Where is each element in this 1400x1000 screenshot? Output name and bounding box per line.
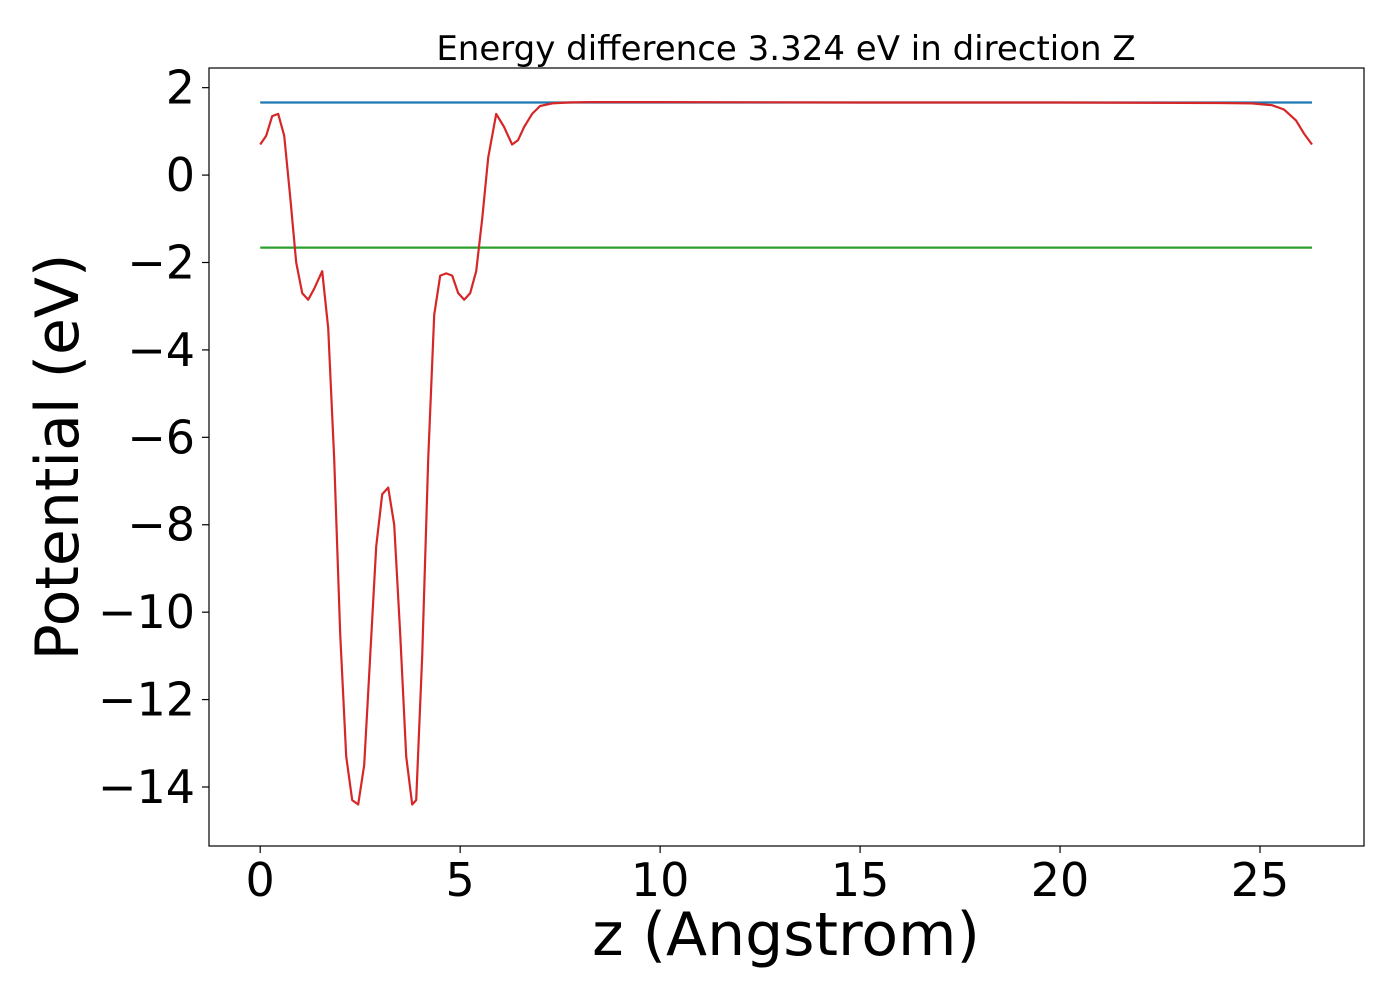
y-tick-label: 0 — [166, 148, 195, 202]
x-tick-label: 25 — [1231, 853, 1290, 907]
x-axis: 0 5 10 15 20 25 — [246, 846, 1290, 907]
series-line-potential — [259, 100, 1313, 806]
y-tick-label: −6 — [127, 410, 195, 464]
y-tick-label: −12 — [98, 673, 195, 727]
chart-title: Energy difference 3.324 eV in direction … — [436, 29, 1135, 69]
y-tick-label: −10 — [98, 585, 195, 639]
x-tick-label: 20 — [1031, 853, 1090, 907]
x-axis-label: z (Angstrom) — [592, 900, 980, 970]
y-tick-label: −8 — [127, 498, 195, 552]
x-tick-label: 5 — [446, 853, 475, 907]
y-axis-label: Potential (eV) — [23, 254, 93, 661]
y-axis: 2 0 −2 −4 −6 −8 −10 −12 −14 — [98, 61, 209, 814]
y-tick-label: −4 — [127, 323, 195, 377]
x-tick-label: 10 — [631, 853, 690, 907]
y-tick-label: −2 — [127, 236, 195, 290]
x-tick-label: 0 — [246, 853, 275, 907]
plot-area — [259, 100, 1313, 806]
y-tick-label: 2 — [166, 61, 195, 115]
x-tick-label: 15 — [831, 853, 890, 907]
plot-frame — [208, 67, 1365, 847]
y-tick-label: −14 — [98, 760, 195, 814]
